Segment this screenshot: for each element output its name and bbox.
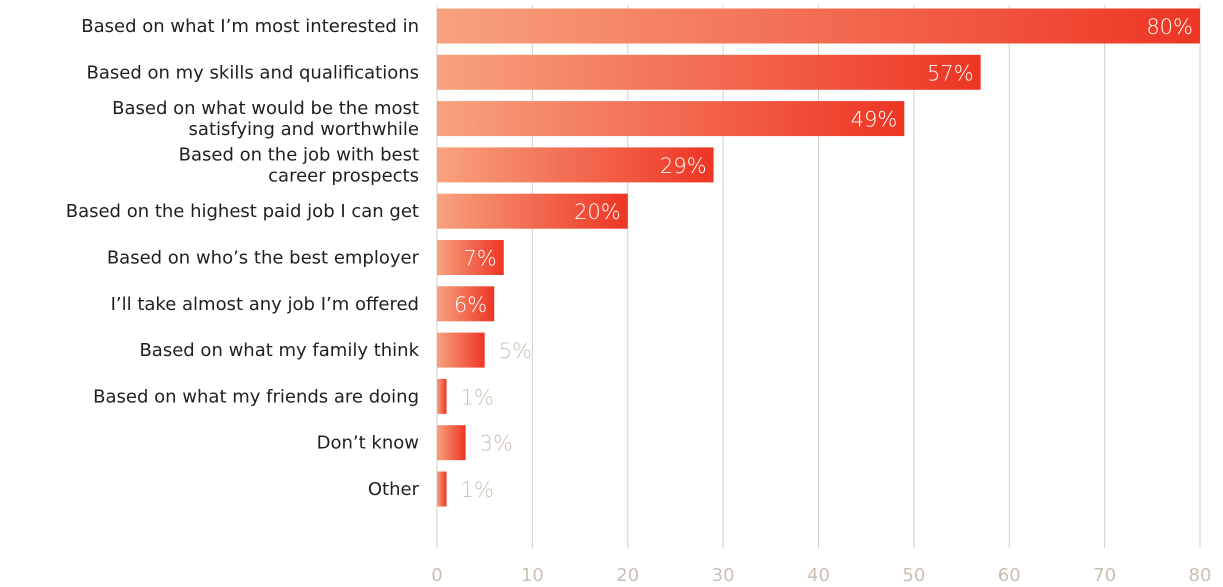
value-label: 1% — [461, 385, 494, 409]
x-tick-label: 10 — [521, 565, 544, 586]
category-label-line: Based on who’s the best employer — [107, 248, 420, 269]
category-label-line: Based on the highest paid job I can get — [66, 201, 419, 222]
grid-lines — [436, 5, 1201, 548]
x-tick-label: 50 — [902, 565, 925, 586]
category-label-line: Based on what my family think — [139, 340, 419, 361]
x-tick-label: 30 — [712, 565, 735, 586]
category-label-line: Based on what would be the most — [112, 98, 419, 119]
bar — [437, 240, 504, 275]
bar — [437, 425, 466, 461]
category-label: Don’t know — [317, 433, 419, 454]
bar — [437, 471, 447, 507]
category-label-line: Based on what my friends are doing — [93, 386, 419, 407]
value-labels: 80%57%49%29%20%7%6%5%1%3%1% — [454, 15, 1193, 502]
x-tick-label: 0 — [431, 565, 442, 586]
category-label-line: career prospects — [268, 165, 419, 186]
category-label: Based on the highest paid job I can get — [66, 201, 419, 222]
category-label: Based on what would be the most satisfyin… — [112, 98, 419, 140]
value-label: 20% — [574, 200, 621, 224]
x-tick-label: 60 — [998, 565, 1021, 586]
value-label: 3% — [480, 432, 513, 456]
category-label-line: Other — [368, 479, 420, 500]
bar — [437, 332, 485, 368]
category-label: Based on what my friends are doing — [93, 386, 419, 407]
category-label: Based on my skills and qualifications — [86, 62, 419, 83]
value-label: 80% — [1146, 15, 1193, 39]
category-label-line: satisfying and worthwhile — [189, 119, 419, 140]
category-label: Based on who’s the best employer — [107, 248, 420, 269]
category-label: I’ll take almost any job I’m offered — [111, 294, 419, 315]
bar — [437, 147, 714, 183]
category-label: Based on what my family think — [139, 340, 419, 361]
category-label-line: Based on the job with best — [179, 144, 419, 165]
bar — [437, 101, 905, 137]
category-label-line: Based on what I’m most interested in — [81, 16, 419, 37]
x-axis-ticks: 0 10 20 30 40 50 60 70 80 — [431, 565, 1211, 586]
category-label-line: Don’t know — [317, 433, 419, 454]
x-tick-label: 20 — [616, 565, 639, 586]
bar — [437, 378, 447, 414]
value-label: 57% — [927, 61, 974, 85]
value-label: 5% — [499, 339, 532, 363]
bar — [437, 286, 495, 322]
value-label: 7% — [463, 247, 496, 271]
category-label: Based on the job with best career prospec… — [179, 144, 419, 186]
value-label: 49% — [851, 108, 898, 132]
x-tick-label: 80 — [1189, 565, 1212, 586]
category-labels: Based on what I’m most interested in Base… — [66, 16, 420, 500]
category-label-line: Based on my skills and qualifications — [86, 62, 419, 83]
category-label: Based on what I’m most interested in — [81, 16, 419, 37]
bar — [437, 54, 981, 90]
value-label: 1% — [461, 478, 494, 502]
x-tick-label: 40 — [807, 565, 830, 586]
bars — [437, 8, 1200, 507]
bar — [437, 193, 628, 229]
value-label: 6% — [454, 293, 487, 317]
category-label-line: I’ll take almost any job I’m offered — [111, 294, 419, 315]
category-label: Other — [368, 479, 420, 500]
bar — [437, 8, 1200, 44]
value-label: 29% — [660, 154, 707, 178]
x-tick-label: 70 — [1093, 565, 1116, 586]
